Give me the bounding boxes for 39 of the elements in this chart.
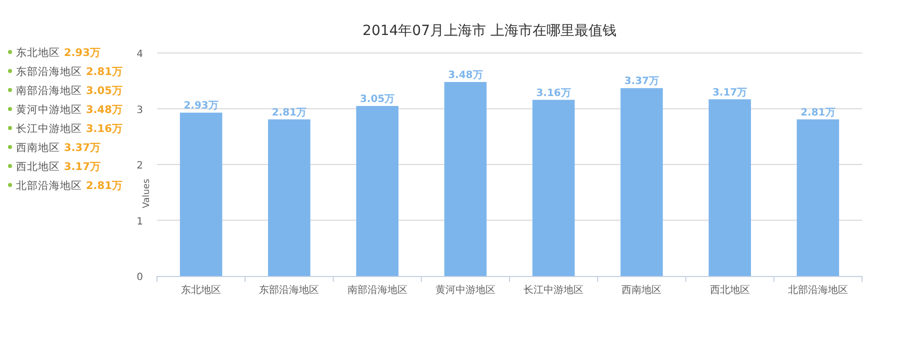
data-label: 2.81万 bbox=[800, 107, 836, 118]
y-tick-label: 1 bbox=[136, 216, 143, 228]
text: 2.81万 bbox=[86, 180, 123, 192]
data-label: 3.48万 bbox=[448, 70, 483, 81]
category-label: 西北地区 bbox=[16, 161, 60, 173]
x-tick-label: 西北地区 bbox=[710, 284, 750, 296]
x-tick-label: 东部沿海地区 bbox=[259, 284, 320, 296]
data-label: 3.37万 bbox=[624, 76, 660, 88]
y-tick-label: 4 bbox=[136, 49, 143, 60]
text: 3.16万 bbox=[86, 123, 123, 135]
x-tick-label: 长江中游地区 bbox=[524, 284, 584, 296]
y-tick-label: 0 bbox=[136, 272, 143, 283]
text: 3.48万 bbox=[86, 104, 123, 116]
category-label: 北部沿海地区 bbox=[16, 180, 82, 192]
data-label: 2.81万 bbox=[272, 107, 307, 118]
text: 2.81万 bbox=[86, 66, 123, 78]
category-label: 东北地区 bbox=[16, 47, 60, 59]
y-axis-title: Values bbox=[142, 178, 152, 208]
data-label: 2.93万 bbox=[184, 100, 218, 112]
category-label: 西南地区 bbox=[16, 142, 60, 154]
data-label: 3.17万 bbox=[712, 87, 748, 98]
text: 2.93万 bbox=[64, 47, 101, 59]
y-tick-label: 2 bbox=[136, 160, 143, 172]
category-label: 长江中游地区 bbox=[16, 123, 82, 135]
x-tick-label: 黄河中游地区 bbox=[435, 284, 496, 296]
chart-title: 2014年07月上海市 上海市在哪里最值钱 bbox=[362, 23, 616, 39]
category-label: 东部沿海地区 bbox=[16, 66, 82, 78]
x-tick-label: 南部沿海地区 bbox=[347, 284, 408, 296]
x-tick-label: 东北地区 bbox=[181, 284, 222, 296]
data-label: 3.16万 bbox=[536, 88, 571, 99]
category-label: 黄河中游地区 bbox=[16, 104, 82, 116]
category-label: 南部沿海地区 bbox=[16, 85, 82, 97]
data-label: 3.05万 bbox=[360, 94, 395, 105]
x-tick-label: 北部沿海地区 bbox=[788, 284, 848, 296]
text: 3.05万 bbox=[86, 85, 123, 97]
y-tick-label: 3 bbox=[136, 104, 143, 116]
text: 3.17万 bbox=[64, 161, 101, 173]
text: 3.37万 bbox=[64, 142, 101, 154]
x-tick-label: 西南地区 bbox=[622, 284, 662, 296]
